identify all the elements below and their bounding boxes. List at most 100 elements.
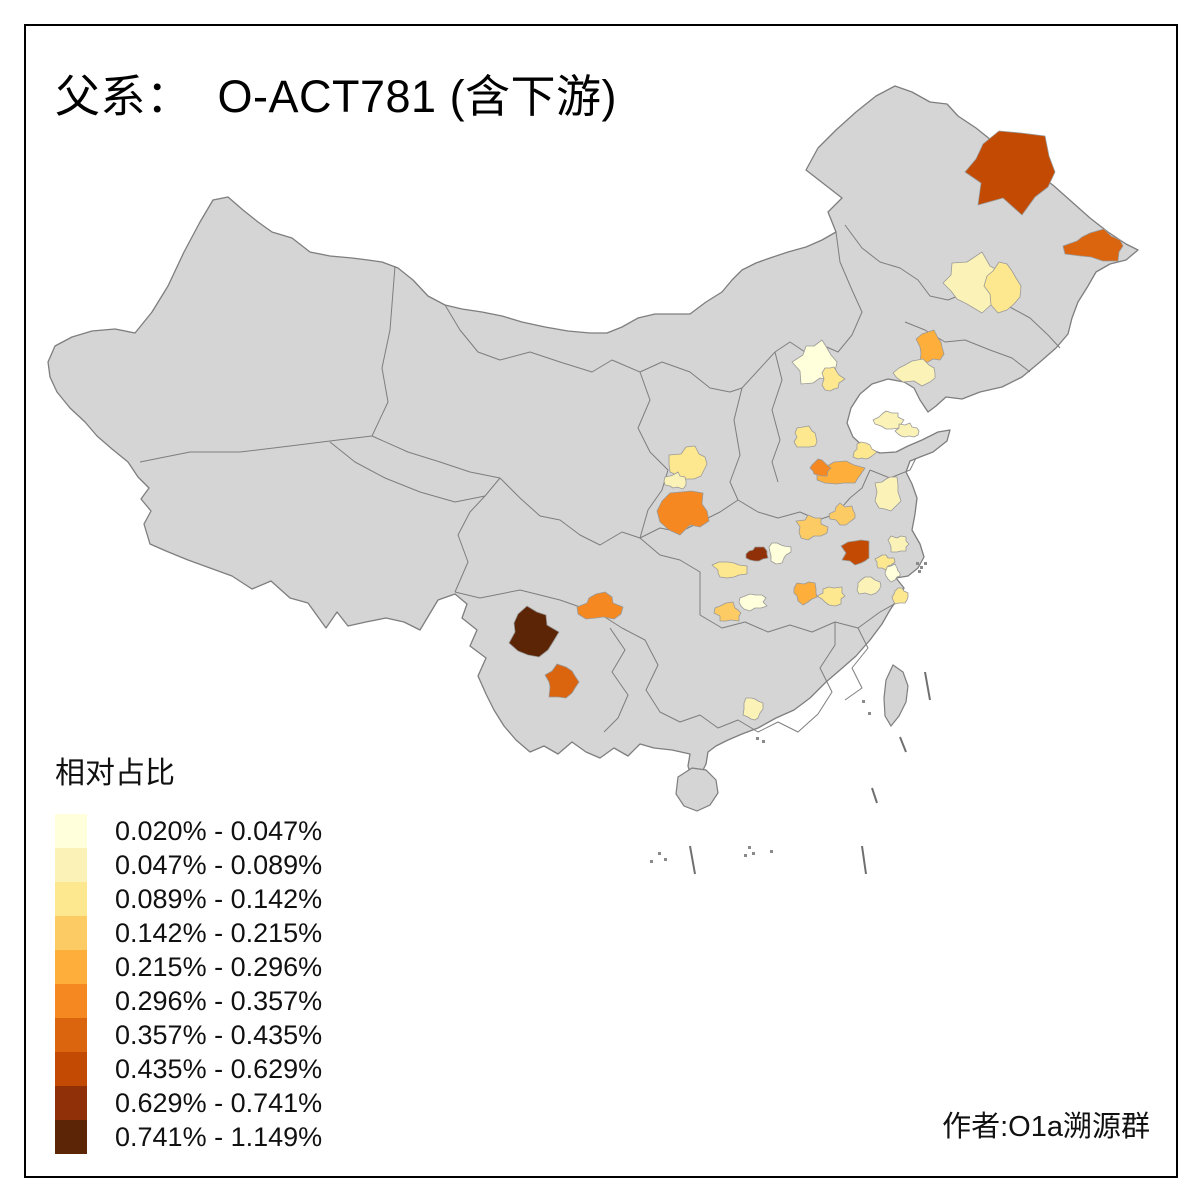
- legend-swatch: [55, 848, 87, 882]
- legend-swatch: [55, 882, 87, 916]
- legend-label: 0.357% - 0.435%: [115, 1019, 323, 1050]
- legend-label: 0.142% - 0.215%: [115, 917, 323, 948]
- province-border: [621, 371, 669, 539]
- map-region-r24: [828, 502, 856, 526]
- maritime-dash: [689, 845, 696, 875]
- legend-swatch: [55, 1120, 87, 1154]
- map-region-r05: [915, 329, 945, 363]
- province-border: [444, 304, 776, 393]
- map-region-r10: [793, 425, 818, 448]
- legend-label: 0.435% - 0.629%: [115, 1053, 323, 1084]
- province-border: [621, 627, 819, 733]
- hainan-island: [675, 767, 719, 812]
- map-region-r35: [576, 591, 624, 620]
- map-region-r18: [795, 514, 829, 541]
- province-border: [371, 435, 501, 479]
- legend-swatch: [55, 950, 87, 984]
- legend: 相对占比 0.020% - 0.047% 0.047% - 0.089% 0.089…: [55, 748, 322, 1154]
- province-border: [869, 457, 917, 479]
- legend-title: 相对占比: [55, 757, 175, 790]
- province-border: [639, 499, 739, 539]
- province-border: [454, 495, 486, 593]
- map-region-r04: [983, 261, 1022, 314]
- map-region-r25: [840, 539, 870, 566]
- legend-swatch: [55, 1018, 87, 1052]
- page-title: 父系： O-ACT781 (含下游): [55, 71, 618, 122]
- legend-swatch: [55, 984, 87, 1018]
- map-region-r14: [809, 458, 832, 477]
- map-region-r34: [508, 605, 560, 658]
- province-border: [817, 622, 836, 715]
- legend-label: 0.629% - 0.741%: [115, 1087, 323, 1118]
- islet-dot: [868, 712, 871, 715]
- map-region-r01: [964, 130, 1056, 216]
- islet-dot: [770, 850, 773, 853]
- islet-dot: [650, 860, 653, 863]
- map-region-r19: [745, 546, 769, 562]
- province-border: [844, 224, 1061, 349]
- islet-dot: [658, 852, 661, 855]
- legend-row: 0.142% - 0.215%: [55, 916, 322, 950]
- legend-swatch: [55, 1052, 87, 1086]
- islet-dot: [748, 846, 751, 849]
- map-region-r09: [872, 410, 905, 430]
- legend-swatch: [55, 814, 87, 848]
- author-credit: 作者:O1a溯源群: [942, 1111, 1150, 1143]
- legend-row: 0.357% - 0.435%: [55, 1018, 322, 1052]
- maritime-dash: [899, 736, 907, 753]
- maritime-dash: [924, 671, 931, 701]
- islet-dot: [918, 570, 921, 573]
- mainland-outline: [47, 85, 1139, 781]
- province-border: [771, 351, 783, 483]
- map-region-r23: [713, 601, 742, 622]
- legend-label: 0.296% - 0.357%: [115, 985, 323, 1016]
- islet-dot: [924, 562, 927, 565]
- province-border: [603, 627, 629, 733]
- province-border: [904, 321, 1031, 373]
- map-region-r31: [891, 587, 909, 605]
- map-region-r02: [1062, 228, 1124, 262]
- islet-dot: [762, 740, 765, 743]
- legend-label: 0.089% - 0.142%: [115, 883, 323, 914]
- map-region-r06: [892, 358, 936, 387]
- taiwan-island: [883, 664, 909, 728]
- legend-row: 0.047% - 0.089%: [55, 848, 322, 882]
- map-region-r26: [874, 476, 902, 512]
- map-region-r33: [816, 586, 846, 607]
- map-region-r36: [544, 663, 580, 699]
- legend-row: 0.435% - 0.629%: [55, 1052, 322, 1086]
- map-region-r30: [884, 563, 901, 583]
- map-region-r37: [742, 697, 764, 721]
- islet-dot: [664, 858, 667, 861]
- islet-dot: [744, 854, 747, 857]
- legend-label: 0.047% - 0.089%: [115, 849, 323, 880]
- maritime-dash: [871, 787, 878, 804]
- legend-row: 0.089% - 0.142%: [55, 882, 322, 916]
- maritime-dash: [861, 845, 867, 875]
- province-border: [699, 601, 899, 633]
- legend-row: 0.296% - 0.357%: [55, 984, 322, 1018]
- map-region-r32: [793, 581, 818, 606]
- map-region-r21: [711, 561, 748, 579]
- map-region-r08: [821, 366, 846, 392]
- map-region-r16: [663, 471, 687, 490]
- islet-dot: [756, 737, 759, 740]
- province-border: [371, 265, 396, 437]
- legend-swatch: [55, 916, 87, 950]
- province-border: [844, 627, 869, 701]
- legend-rows: 0.020% - 0.047% 0.047% - 0.089% 0.089% - 0…: [55, 814, 322, 1154]
- legend-label: 0.215% - 0.296%: [115, 951, 323, 982]
- map-region-r17: [656, 490, 710, 536]
- map-region-r11: [852, 441, 878, 460]
- legend-row: 0.629% - 0.741%: [55, 1086, 322, 1120]
- map-region-r29: [856, 576, 882, 596]
- province-border: [729, 387, 743, 501]
- legend-swatch: [55, 1086, 87, 1120]
- legend-label: 0.020% - 0.047%: [115, 815, 323, 846]
- islet-dot: [752, 852, 755, 855]
- province-border: [639, 537, 701, 615]
- islet-dot: [920, 566, 923, 569]
- province-border: [499, 477, 623, 546]
